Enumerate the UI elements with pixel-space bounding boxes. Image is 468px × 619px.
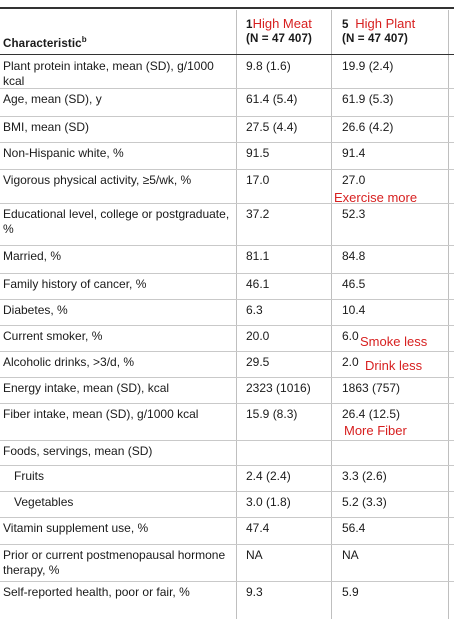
- table-row: Non-Hispanic white, % 91.5 91.4: [0, 142, 454, 170]
- cell-quintile-5: 10.4: [342, 303, 366, 317]
- cell-quintile-1: 37.2: [246, 207, 270, 221]
- header-q5-n: (N = 47 407): [342, 32, 408, 45]
- cell-characteristic: BMI, mean (SD): [3, 120, 90, 134]
- cell-quintile-5: 26.6 (4.2): [342, 120, 394, 134]
- cell-characteristic: Married, %: [3, 249, 62, 263]
- cell-quintile-5: 2.0: [342, 355, 359, 369]
- header-characteristic-label: Characteristic: [3, 36, 82, 50]
- cell-quintile-5: 5.9: [342, 585, 359, 599]
- cell-characteristic: Age, mean (SD), y: [3, 92, 102, 106]
- header-q5-annotation: High Plant: [355, 16, 416, 31]
- cell-characteristic: Fruits: [14, 469, 44, 483]
- header-rule: [0, 54, 454, 55]
- table-row: Prior or current postmenopausal hormone …: [0, 544, 454, 582]
- table-row: Vigorous physical activity, ≥5/wk, % 17.0…: [0, 169, 454, 204]
- cell-quintile-5: 19.9 (2.4): [342, 59, 394, 73]
- header-q1-annotation: High Meat: [252, 16, 312, 31]
- table-top-rule: [0, 7, 454, 9]
- table-row: Diabetes, % 6.3 10.4: [0, 299, 454, 326]
- cell-quintile-1: 17.0: [246, 173, 270, 187]
- cell-quintile-5: NA: [342, 548, 359, 562]
- cell-quintile-1: 27.5 (4.4): [246, 120, 298, 134]
- cell-characteristic: Family history of cancer, %: [3, 277, 147, 291]
- cell-quintile-1: 29.5: [246, 355, 270, 369]
- cell-characteristic: Plant protein intake, mean (SD), g/1000 …: [3, 59, 214, 88]
- table-row: Age, mean (SD), y 61.4 (5.4) 61.9 (5.3): [0, 88, 454, 117]
- table-row: Current smoker, % 20.0 6.0: [0, 325, 454, 352]
- annotation-drink: Drink less: [365, 358, 423, 373]
- header-q1-n: (N = 47 407): [246, 32, 312, 45]
- cell-quintile-5: 1863 (757): [342, 381, 401, 395]
- cell-characteristic: Self-reported health, poor or fair, %: [3, 585, 190, 599]
- header-q1-prefix: 1: [246, 18, 253, 31]
- cell-quintile-1: 91.5: [246, 146, 270, 160]
- cell-quintile-5: 61.9 (5.3): [342, 92, 394, 106]
- table-row: Educational level, college or postgradua…: [0, 203, 454, 246]
- cell-quintile-1: 2.4 (2.4): [246, 469, 291, 483]
- cell-characteristic: Energy intake, mean (SD), kcal: [3, 381, 170, 395]
- cell-characteristic: Vegetables: [14, 495, 74, 509]
- cell-quintile-5: 3.3 (2.6): [342, 469, 387, 483]
- column-divider: [448, 10, 449, 619]
- cell-characteristic: Fiber intake, mean (SD), g/1000 kcal: [3, 407, 199, 421]
- annotation-fiber: More Fiber: [344, 423, 407, 438]
- table-row: Fruits 2.4 (2.4) 3.3 (2.6): [0, 465, 454, 492]
- cell-quintile-5: 91.4: [342, 146, 366, 160]
- cell-characteristic: Vitamin supplement use, %: [3, 521, 149, 535]
- cell-quintile-1: 9.3: [246, 585, 263, 599]
- annotation-smoke: Smoke less: [360, 334, 428, 349]
- cell-quintile-1: 15.9 (8.3): [246, 407, 298, 421]
- table-row: Fiber intake, mean (SD), g/1000 kcal 15.9…: [0, 403, 454, 441]
- cell-quintile-1: 81.1: [246, 249, 270, 263]
- table-row: Vitamin supplement use, % 47.4 56.4: [0, 517, 454, 545]
- cell-characteristic: Educational level, college or postgradua…: [3, 207, 230, 236]
- table-row: Alcoholic drinks, >3/d, % 29.5 2.0: [0, 351, 454, 378]
- cell-quintile-1: 2323 (1016): [246, 381, 311, 395]
- cell-quintile-5: 46.5: [342, 277, 366, 291]
- cell-characteristic: Alcoholic drinks, >3/d, %: [3, 355, 135, 369]
- cell-characteristic: Diabetes, %: [3, 303, 68, 317]
- cell-characteristic: Non-Hispanic white, %: [3, 146, 124, 160]
- cell-quintile-1: 61.4 (5.4): [246, 92, 298, 106]
- table-row: Energy intake, mean (SD), kcal 2323 (1016…: [0, 377, 454, 404]
- cell-quintile-5: 27.0: [342, 173, 366, 187]
- header-footnote-marker: b: [81, 35, 87, 44]
- cell-quintile-1: 20.0: [246, 329, 270, 343]
- table-row: Vegetables 3.0 (1.8) 5.2 (3.3): [0, 491, 454, 518]
- cell-quintile-5: 5.2 (3.3): [342, 495, 387, 509]
- cell-characteristic: Current smoker, %: [3, 329, 103, 343]
- cell-quintile-5: 84.8: [342, 249, 366, 263]
- table-row: BMI, mean (SD) 27.5 (4.4) 26.6 (4.2): [0, 116, 454, 143]
- header-quintile-5: 5 High Plant (N = 47 407): [342, 17, 415, 46]
- column-divider: [331, 10, 332, 619]
- cell-quintile-5: 56.4: [342, 521, 366, 535]
- column-divider: [236, 10, 237, 619]
- table-header: Characteristicb 1High Meat (N = 47 407) …: [0, 0, 454, 54]
- header-quintile-1: 1High Meat (N = 47 407): [246, 17, 312, 46]
- cell-quintile-5: 52.3: [342, 207, 366, 221]
- header-q5-prefix: 5: [342, 18, 349, 31]
- cell-characteristic: Vigorous physical activity, ≥5/wk, %: [3, 173, 192, 187]
- cell-quintile-1: 6.3: [246, 303, 263, 317]
- table-row: Self-reported health, poor or fair, % 9.3…: [0, 581, 454, 619]
- annotation-exercise: Exercise more: [334, 190, 418, 205]
- table-row: Foods, servings, mean (SD): [0, 440, 454, 466]
- cell-quintile-5: 6.0: [342, 329, 359, 343]
- cell-quintile-1: 3.0 (1.8): [246, 495, 291, 509]
- cell-quintile-1: 9.8 (1.6): [246, 59, 291, 73]
- cell-characteristic: Prior or current postmenopausal hormone …: [3, 548, 226, 577]
- cell-quintile-1: 47.4: [246, 521, 270, 535]
- table-row: Plant protein intake, mean (SD), g/1000 …: [0, 55, 454, 89]
- table-row: Family history of cancer, % 46.1 46.5: [0, 273, 454, 300]
- header-characteristic: Characteristicb: [3, 35, 87, 50]
- cell-characteristic: Foods, servings, mean (SD): [3, 444, 153, 458]
- table-row: Married, % 81.1 84.8: [0, 245, 454, 274]
- cell-quintile-1: 46.1: [246, 277, 270, 291]
- cell-quintile-5: 26.4 (12.5): [342, 407, 401, 421]
- cell-quintile-1: NA: [246, 548, 263, 562]
